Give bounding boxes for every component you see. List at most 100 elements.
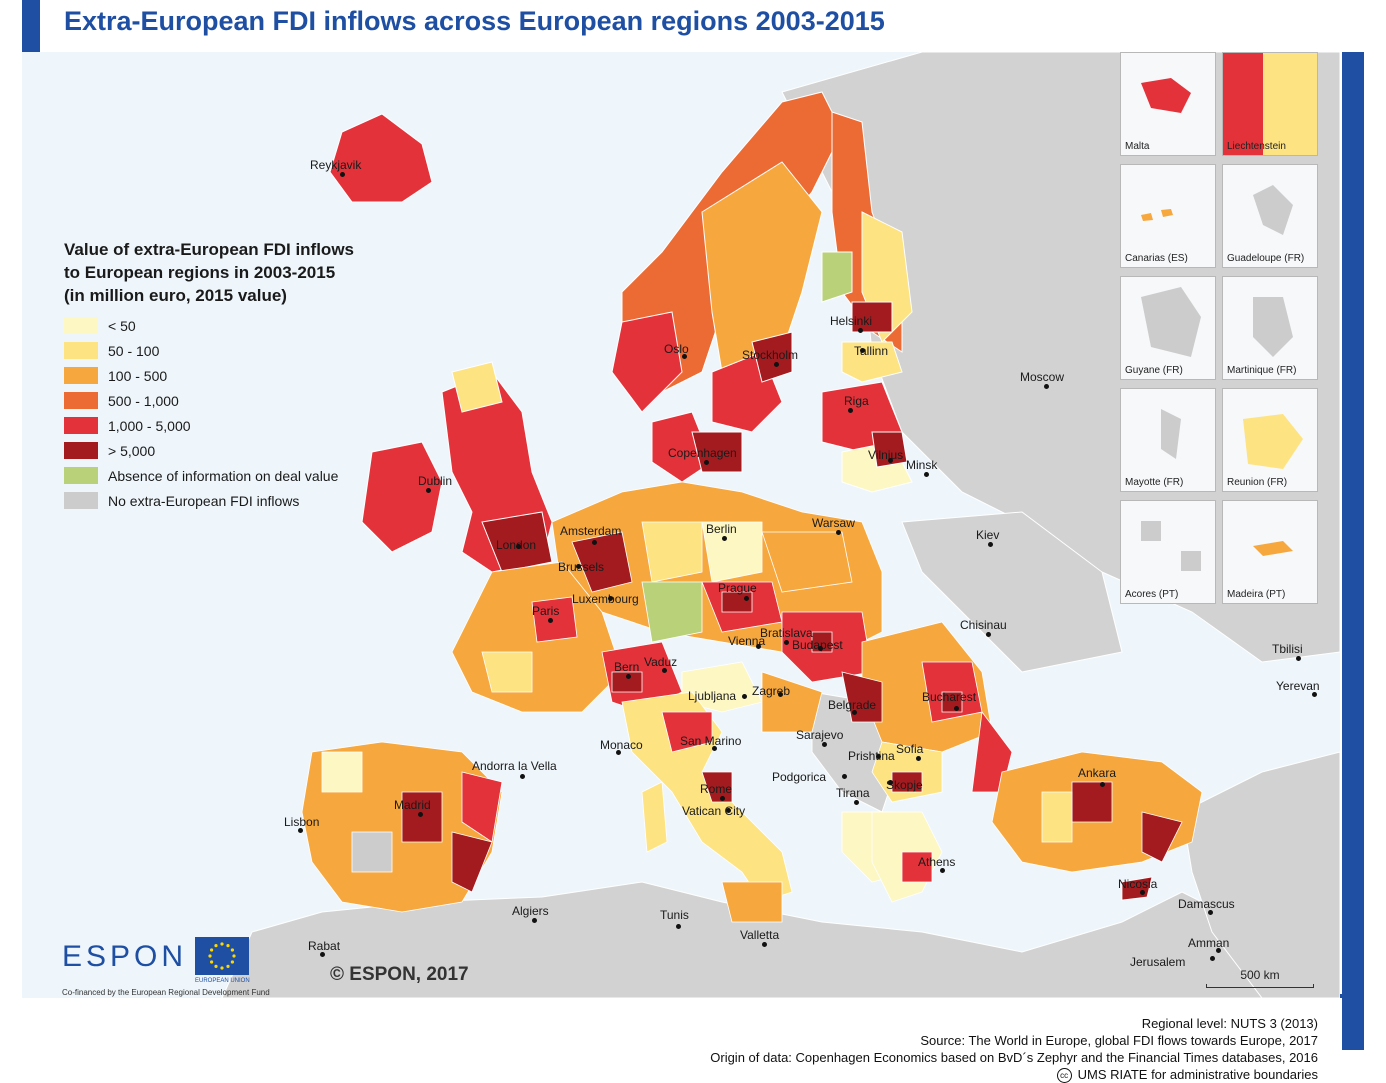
legend-title: Value of extra-European FDI inflows to E… xyxy=(64,238,354,307)
legend-label: 500 - 1,000 xyxy=(108,392,179,409)
footer-source: Source: The World in Europe, global FDI … xyxy=(920,1033,1318,1048)
eu-stars-icon xyxy=(208,942,236,970)
turkey xyxy=(991,751,1203,901)
inset-label: Reunion (FR) xyxy=(1227,477,1288,488)
city-dot xyxy=(1312,692,1317,697)
inset-map: Canarias (ES) xyxy=(1120,164,1216,268)
city-label: Tunis xyxy=(660,908,689,922)
inset-shape xyxy=(1223,53,1317,155)
inset-map: Martinique (FR) xyxy=(1222,276,1318,380)
city-label: Amsterdam xyxy=(560,524,622,538)
eu-label: EUROPEAN UNION xyxy=(195,978,250,984)
city-dot xyxy=(298,828,303,833)
italy xyxy=(621,691,793,923)
legend-label: No extra-European FDI inflows xyxy=(108,492,300,509)
city-dot xyxy=(858,328,863,333)
city-dot xyxy=(1216,948,1221,953)
legend-swatch xyxy=(64,442,98,459)
city-dot xyxy=(616,750,621,755)
city-dot xyxy=(1208,910,1213,915)
city-dot xyxy=(762,942,767,947)
city-dot xyxy=(1140,890,1145,895)
inset-label: Martinique (FR) xyxy=(1227,365,1297,376)
city-dot xyxy=(532,918,537,923)
city-label: Amman xyxy=(1188,936,1230,950)
city-dot xyxy=(854,800,859,805)
city-label: Sofia xyxy=(896,742,924,756)
city-label: Berlin xyxy=(706,522,737,536)
city-label: Vienna xyxy=(728,634,766,648)
city-dot xyxy=(822,742,827,747)
city-dot xyxy=(1210,956,1215,961)
footer-boundaries-text: UMS RIATE for administrative boundaries xyxy=(1077,1067,1318,1082)
city-dot xyxy=(704,460,709,465)
city-dot xyxy=(940,868,945,873)
city-label: Moscow xyxy=(1020,370,1065,384)
city-label: Bratislava xyxy=(760,626,813,640)
copyright: © ESPON, 2017 xyxy=(330,964,469,985)
british-isles xyxy=(361,361,553,573)
city-label: Warsaw xyxy=(812,516,855,530)
baltics xyxy=(821,341,913,493)
footer-regional-level: Regional level: NUTS 3 (2013) xyxy=(1141,1016,1318,1031)
city-dot xyxy=(608,596,613,601)
scale-bar: 500 km xyxy=(1206,968,1314,988)
city-label: Paris xyxy=(532,604,560,618)
city-dot xyxy=(340,172,345,177)
city-dot xyxy=(852,710,857,715)
inset-label: Canarias (ES) xyxy=(1125,253,1188,264)
legend-label: < 50 xyxy=(108,317,136,334)
city-dot xyxy=(818,646,823,651)
city-dot xyxy=(756,644,761,649)
eu-star xyxy=(230,960,234,964)
eu-star xyxy=(220,966,224,970)
legend-items: < 50 50 - 100 100 - 500 500 - 1,000 1,000 - … xyxy=(64,313,354,513)
city-dot xyxy=(592,540,597,545)
city-dot xyxy=(726,808,731,813)
city-label: San Marino xyxy=(680,734,742,748)
city-dot xyxy=(778,692,783,697)
inset-label: Guyane (FR) xyxy=(1125,365,1183,376)
city-label: Minsk xyxy=(906,458,938,472)
scale-label: 500 km xyxy=(1240,968,1280,982)
city-dot xyxy=(1296,656,1301,661)
city-label: Yerevan xyxy=(1276,679,1320,693)
city-label: Jerusalem xyxy=(1130,955,1186,969)
legend-swatch xyxy=(64,467,98,484)
city-dot xyxy=(888,780,893,785)
city-label: Vatican City xyxy=(682,804,746,818)
city-dot xyxy=(720,796,725,801)
city-dot xyxy=(1100,782,1105,787)
city-label: Ljubljana xyxy=(688,689,737,703)
inset-map: Mayotte (FR) xyxy=(1120,388,1216,492)
city-label: Skopje xyxy=(886,778,923,792)
espon-logo: ESPON xyxy=(62,940,188,973)
city-label: Prishtina xyxy=(848,749,895,763)
legend-title-line: Value of extra-European FDI inflows xyxy=(64,240,354,259)
inset-shape xyxy=(1141,78,1191,113)
city-label: Vilnius xyxy=(868,448,904,462)
inset-map: Liechtenstein xyxy=(1222,52,1318,156)
city-dot xyxy=(848,408,853,413)
legend-label: > 5,000 xyxy=(108,442,156,459)
city-dot xyxy=(576,564,581,569)
legend-item: 50 - 100 xyxy=(64,338,354,363)
city-label: Nicosia xyxy=(1118,877,1158,891)
inset-shape xyxy=(1253,297,1293,357)
inset-map: Guyane (FR) xyxy=(1120,276,1216,380)
legend-label: 100 - 500 xyxy=(108,367,168,384)
city-dot xyxy=(626,674,631,679)
city-dot xyxy=(986,632,991,637)
inset-shape xyxy=(1141,287,1201,357)
city-label: Monaco xyxy=(600,738,643,752)
inset-shape xyxy=(1141,521,1201,571)
city-label: Ankara xyxy=(1078,766,1117,780)
inset-map: Acores (PT) xyxy=(1120,500,1216,604)
legend-label: 1,000 - 5,000 xyxy=(108,417,191,434)
city-dot xyxy=(662,668,667,673)
greece xyxy=(871,811,943,903)
city-dot xyxy=(988,542,993,547)
city-label: Damascus xyxy=(1178,897,1235,911)
legend-title-line: (in million euro, 2015 value) xyxy=(64,286,287,305)
ukraine-land xyxy=(901,511,1123,673)
